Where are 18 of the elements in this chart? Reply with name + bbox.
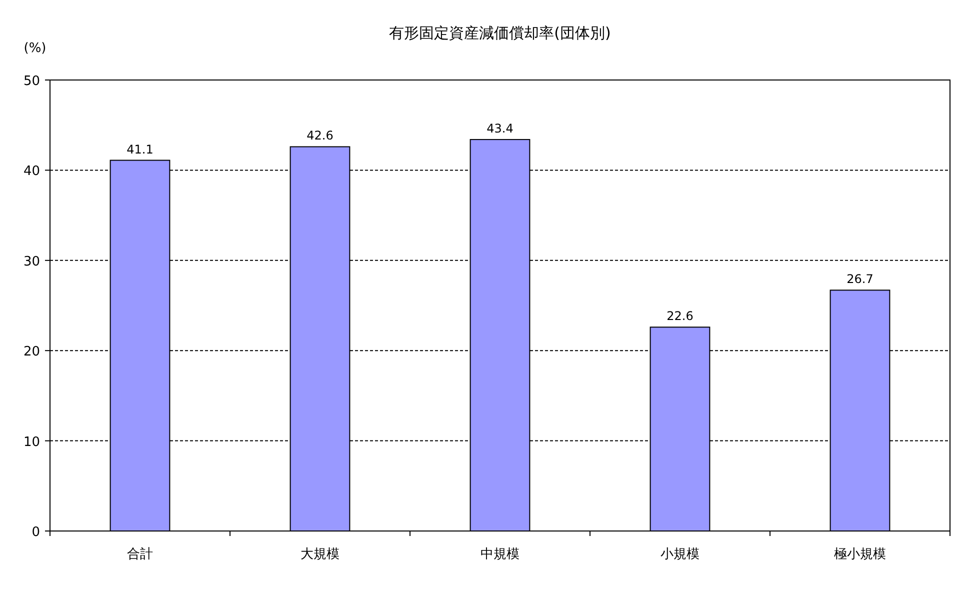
data-label: 42.6: [306, 128, 334, 143]
data-label: 43.4: [486, 122, 514, 136]
x-tick-label: 合計: [127, 547, 153, 562]
x-tick-label: 小規模: [660, 547, 700, 562]
y-tick-label: 10: [23, 434, 40, 450]
data-label: 22.6: [666, 309, 694, 324]
data-label: 26.7: [846, 272, 874, 286]
data-label: 41.1: [126, 142, 154, 156]
y-tick-label: 50: [23, 74, 40, 89]
x-tick-label: 中規模: [480, 547, 520, 562]
y-tick-label: 20: [23, 344, 40, 360]
x-tick-label: 極小規模: [834, 547, 886, 562]
y-axis-title: (%): [24, 41, 46, 56]
x-tick-label: 大規模: [300, 547, 340, 562]
y-tick-label: 30: [23, 254, 40, 270]
chart-title: 有形固定資産減価償却率(団体別): [389, 24, 611, 42]
y-tick-label: 40: [23, 164, 40, 180]
y-tick-label: 0: [32, 525, 40, 540]
